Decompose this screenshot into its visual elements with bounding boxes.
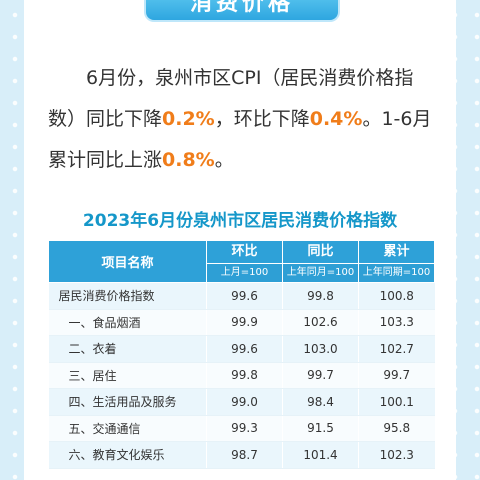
section-title-banner: 消费价格 — [144, 0, 340, 22]
header-yoy-base: 上年同月=100 — [283, 263, 358, 282]
row-item: 二、衣着 — [48, 335, 207, 363]
row-yoy: 99.8 — [282, 282, 359, 310]
header-mom-label: 环比 — [231, 244, 258, 259]
row-yoy: 91.5 — [282, 415, 359, 442]
table-row: 居民消费价格指数 99.6 99.8 100.8 — [48, 282, 435, 310]
row-cum: 95.8 — [358, 415, 435, 442]
cumulative-change-highlight: 0.8% — [162, 149, 215, 171]
row-cum: 102.3 — [358, 441, 435, 469]
row-item: 六、教育文化娱乐 — [48, 441, 207, 469]
table-title: 2023年6月份泉州市区居民消费价格指数 — [82, 211, 398, 231]
row-yoy: 98.4 — [282, 388, 359, 416]
row-mom: 99.0 — [206, 388, 283, 416]
row-yoy: 101.4 — [282, 441, 359, 469]
summary-text-3: 。1-6月累计同比上涨 — [48, 108, 432, 171]
row-yoy: 99.7 — [282, 362, 359, 389]
row-item: 一、食品烟酒 — [48, 309, 207, 336]
yoy-change-highlight: 0.2% — [162, 108, 215, 130]
row-mom: 98.7 — [206, 441, 283, 469]
table-row: 二、衣着 99.6 103.0 102.7 — [48, 335, 435, 363]
summary-text-1: 6月份，泉州市区CPI（居民消费价格指数）同比下降 — [48, 67, 414, 130]
table-row: 四、生活用品及服务 99.0 98.4 100.1 — [48, 388, 435, 416]
summary-text-4: 。 — [214, 149, 234, 171]
row-cum: 102.7 — [358, 335, 435, 363]
row-mom: 99.3 — [206, 415, 283, 442]
cpi-summary-paragraph: 6月份，泉州市区CPI（居民消费价格指数）同比下降0.2%，环比下降0.4%。1… — [48, 58, 440, 181]
header-cum-base: 上年同期=100 — [359, 263, 434, 282]
row-cum: 99.7 — [358, 362, 435, 389]
row-cum: 100.1 — [358, 388, 435, 416]
header-yoy: 同比 上年同月=100 — [282, 240, 359, 283]
row-mom: 99.8 — [206, 362, 283, 389]
row-yoy: 103.0 — [282, 335, 359, 363]
row-cum: 103.3 — [358, 309, 435, 336]
cpi-table: 项目名称 环比 上月=100 同比 上年同月=100 累计 上年同期=100 居… — [48, 240, 435, 469]
row-item: 三、居住 — [48, 362, 207, 389]
header-cum: 累计 上年同期=100 — [358, 240, 435, 283]
row-mom: 99.9 — [206, 309, 283, 336]
mom-change-highlight: 0.4% — [309, 108, 363, 130]
header-item-name: 项目名称 — [48, 240, 207, 283]
row-mom: 99.6 — [206, 335, 283, 363]
header-cum-label: 累计 — [383, 244, 410, 259]
header-yoy-label: 同比 — [307, 244, 334, 259]
row-mom: 99.6 — [206, 282, 283, 310]
table-header-row: 项目名称 环比 上月=100 同比 上年同月=100 累计 上年同期=100 — [48, 240, 435, 283]
row-item: 四、生活用品及服务 — [48, 388, 207, 416]
header-mom: 环比 上月=100 — [206, 240, 283, 283]
table-row: 三、居住 99.8 99.7 99.7 — [48, 362, 435, 389]
table-row: 五、交通通信 99.3 91.5 95.8 — [48, 415, 435, 442]
summary-text-2: ，环比下降 — [214, 108, 310, 130]
content-card: 消费价格 6月份，泉州市区CPI（居民消费价格指数）同比下降0.2%，环比下降0… — [24, 0, 456, 480]
header-mom-base: 上月=100 — [207, 263, 282, 282]
table-row: 六、教育文化娱乐 98.7 101.4 102.3 — [48, 441, 435, 469]
table-row: 一、食品烟酒 99.9 102.6 103.3 — [48, 309, 435, 336]
row-cum: 100.8 — [358, 282, 435, 310]
row-item: 居民消费价格指数 — [48, 282, 207, 310]
row-item: 五、交通通信 — [48, 415, 207, 442]
row-yoy: 102.6 — [282, 309, 359, 336]
